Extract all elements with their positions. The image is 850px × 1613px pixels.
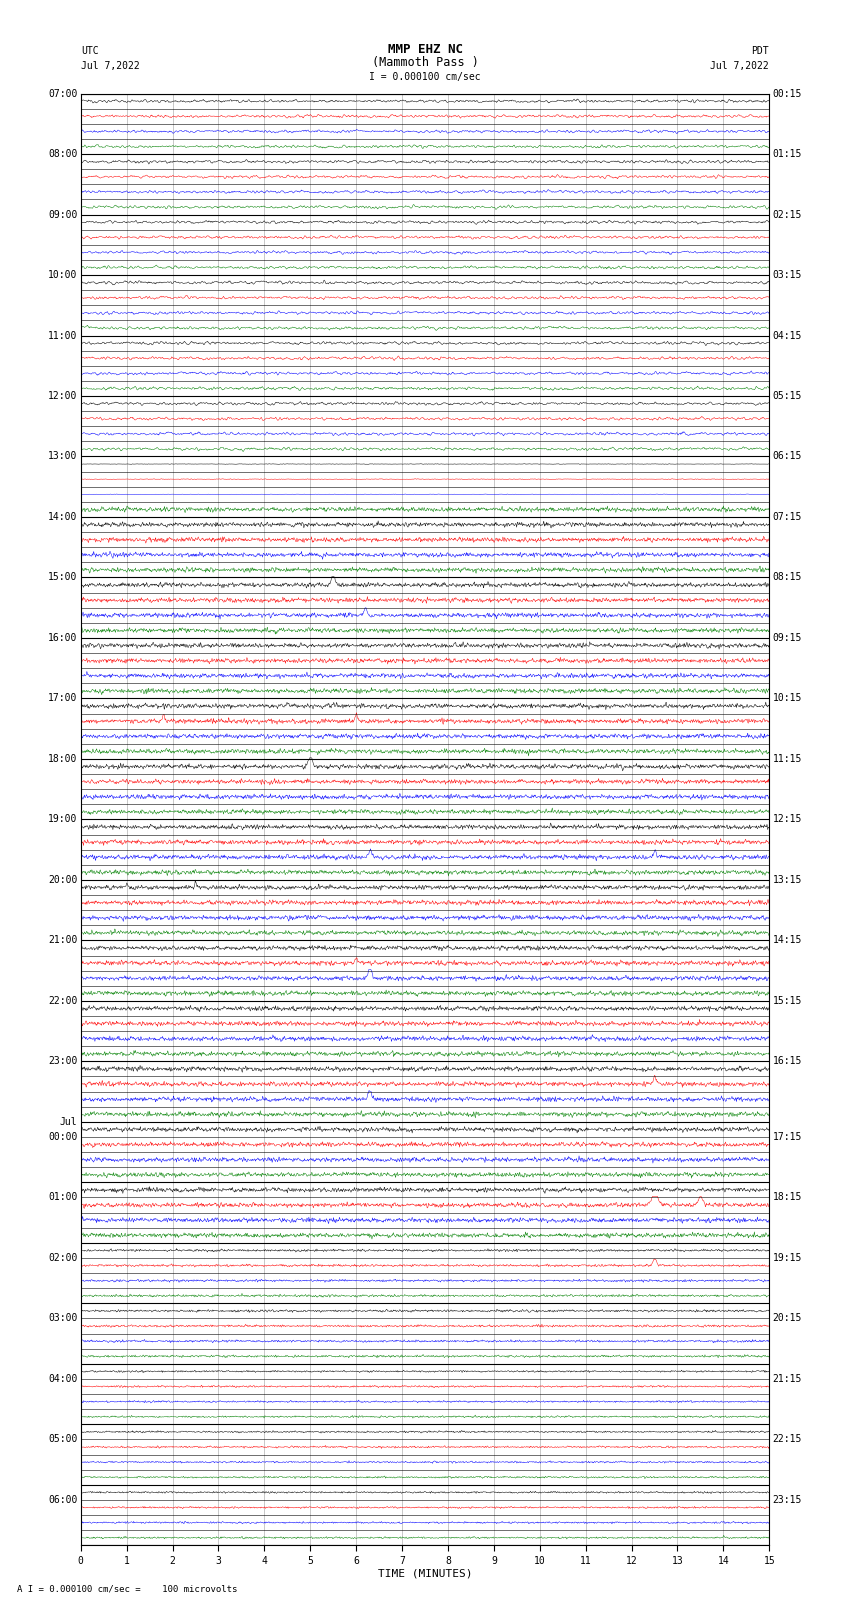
Text: 18:15: 18:15 — [773, 1192, 802, 1202]
Text: 07:15: 07:15 — [773, 511, 802, 523]
Text: 13:00: 13:00 — [48, 452, 77, 461]
Text: 16:15: 16:15 — [773, 1057, 802, 1066]
Text: MMP EHZ NC: MMP EHZ NC — [388, 44, 462, 56]
Text: 22:15: 22:15 — [773, 1434, 802, 1444]
Text: 14:15: 14:15 — [773, 936, 802, 945]
Text: 20:15: 20:15 — [773, 1313, 802, 1323]
Text: 09:00: 09:00 — [48, 210, 77, 219]
Text: 21:00: 21:00 — [48, 936, 77, 945]
Text: 03:00: 03:00 — [48, 1313, 77, 1323]
Text: 19:00: 19:00 — [48, 815, 77, 824]
Text: Jul 7,2022: Jul 7,2022 — [81, 61, 139, 71]
Text: 09:15: 09:15 — [773, 632, 802, 644]
Text: Jul 7,2022: Jul 7,2022 — [711, 61, 769, 71]
Text: 16:00: 16:00 — [48, 632, 77, 644]
Text: 02:15: 02:15 — [773, 210, 802, 219]
Text: 12:15: 12:15 — [773, 815, 802, 824]
Text: 23:15: 23:15 — [773, 1495, 802, 1505]
Text: 05:15: 05:15 — [773, 390, 802, 402]
Text: 07:00: 07:00 — [48, 89, 77, 98]
Text: 08:00: 08:00 — [48, 148, 77, 160]
Text: 13:15: 13:15 — [773, 874, 802, 886]
Text: 01:00: 01:00 — [48, 1192, 77, 1202]
Text: 00:00: 00:00 — [48, 1132, 77, 1142]
Text: 17:00: 17:00 — [48, 694, 77, 703]
Text: 05:00: 05:00 — [48, 1434, 77, 1444]
Text: (Mammoth Pass ): (Mammoth Pass ) — [371, 56, 479, 69]
Text: A I = 0.000100 cm/sec =    100 microvolts: A I = 0.000100 cm/sec = 100 microvolts — [17, 1584, 237, 1594]
Text: PDT: PDT — [751, 47, 769, 56]
Text: 08:15: 08:15 — [773, 573, 802, 582]
Text: 14:00: 14:00 — [48, 511, 77, 523]
Text: UTC: UTC — [81, 47, 99, 56]
Text: 19:15: 19:15 — [773, 1253, 802, 1263]
Text: 18:00: 18:00 — [48, 753, 77, 765]
Text: 00:15: 00:15 — [773, 89, 802, 98]
Text: 01:15: 01:15 — [773, 148, 802, 160]
Text: 06:15: 06:15 — [773, 452, 802, 461]
Text: I = 0.000100 cm/sec: I = 0.000100 cm/sec — [369, 73, 481, 82]
Text: 15:15: 15:15 — [773, 995, 802, 1007]
Text: 22:00: 22:00 — [48, 995, 77, 1007]
Text: 23:00: 23:00 — [48, 1057, 77, 1066]
Text: 10:00: 10:00 — [48, 269, 77, 281]
Text: 04:15: 04:15 — [773, 331, 802, 340]
X-axis label: TIME (MINUTES): TIME (MINUTES) — [377, 1568, 473, 1579]
Text: 15:00: 15:00 — [48, 573, 77, 582]
Text: 03:15: 03:15 — [773, 269, 802, 281]
Text: 06:00: 06:00 — [48, 1495, 77, 1505]
Text: 02:00: 02:00 — [48, 1253, 77, 1263]
Text: 11:15: 11:15 — [773, 753, 802, 765]
Text: 17:15: 17:15 — [773, 1132, 802, 1142]
Text: 20:00: 20:00 — [48, 874, 77, 886]
Text: 11:00: 11:00 — [48, 331, 77, 340]
Text: 10:15: 10:15 — [773, 694, 802, 703]
Text: 21:15: 21:15 — [773, 1374, 802, 1384]
Text: Jul: Jul — [60, 1116, 77, 1127]
Text: 12:00: 12:00 — [48, 390, 77, 402]
Text: 04:00: 04:00 — [48, 1374, 77, 1384]
